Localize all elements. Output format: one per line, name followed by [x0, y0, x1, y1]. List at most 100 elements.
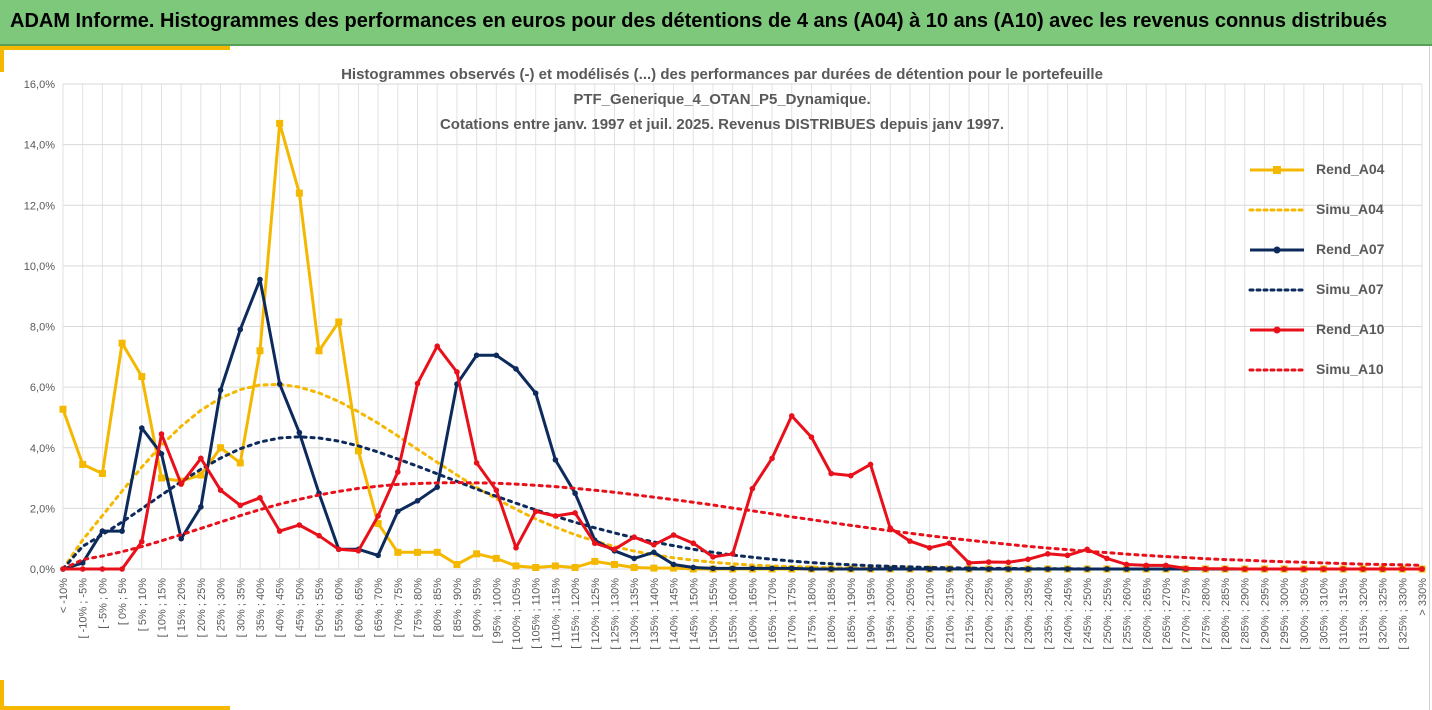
x-tick-label: [ 145% ; 150%: [688, 578, 700, 650]
data-point-rend-a10: [178, 481, 184, 487]
legend-item-rend-a04: Rend_A04: [1248, 160, 1398, 180]
x-tick-label: [ 165% ; 170%: [767, 578, 779, 650]
data-point-rend-a10: [591, 540, 598, 547]
data-point-rend-a04: [354, 447, 362, 455]
x-tick-label: [ 235% ; 240%: [1043, 578, 1055, 650]
x-tick-label: [ 15% ; 20%: [176, 578, 188, 638]
x-tick-label: [ 180% ; 185%: [826, 578, 838, 650]
x-tick-label: [ 40% ; 45%: [275, 578, 287, 638]
x-tick-label: < -10%: [58, 578, 70, 613]
data-point-rend-a04: [276, 119, 284, 127]
data-point-rend-a10: [276, 528, 283, 534]
data-point-rend-a07: [670, 561, 677, 568]
x-tick-label: [ 260% ; 265%: [1141, 578, 1153, 650]
x-tick-label: [ 30% ; 35%: [235, 578, 247, 638]
data-point-rend-a04: [571, 563, 579, 571]
data-point-rend-a10: [1241, 566, 1248, 572]
report-title: ADAM Informe. Histogrammes des performan…: [10, 10, 1388, 32]
x-tick-label: [ 245% ; 250%: [1082, 578, 1094, 650]
series-markers-rend-a10: [60, 343, 1425, 572]
frame-border-right: [1429, 46, 1430, 710]
data-point-rend-a10: [532, 508, 539, 515]
data-point-rend-a07: [651, 549, 657, 556]
data-point-rend-a04: [433, 548, 441, 556]
legend-swatch-simu-a10: [1248, 368, 1306, 372]
data-point-rend-a07: [769, 565, 775, 572]
data-point-rend-a07: [572, 490, 578, 497]
series-line-simu-a07: [61, 435, 1424, 571]
data-point-rend-a10: [513, 544, 519, 551]
y-tick-label: 2,0%: [30, 503, 55, 515]
data-point-rend-a04: [79, 460, 87, 468]
x-tick-label: [ 95% ; 100%: [491, 578, 503, 644]
x-tick-label: [ 35% ; 40%: [255, 578, 267, 638]
data-point-rend-a07: [119, 528, 125, 534]
data-point-rend-a10: [611, 546, 618, 553]
legend-swatch-simu-a04: [1248, 208, 1306, 212]
chart-title: Histogrammes observés (-) et modélisés (…: [272, 62, 1172, 137]
x-tick-label: [ 80% ; 85%: [432, 578, 444, 638]
x-tick-label: [ 85% ; 90%: [452, 578, 464, 638]
data-point-rend-a10: [1222, 565, 1228, 572]
data-point-rend-a10: [1281, 566, 1287, 572]
data-point-rend-a07: [828, 566, 834, 572]
x-tick-label: [ 55% ; 60%: [334, 578, 346, 638]
chart-title-line-1: Histogrammes observés (-) et modélisés (…: [341, 66, 1103, 83]
data-point-rend-a04: [315, 347, 323, 355]
data-point-rend-a04: [414, 548, 422, 556]
data-point-rend-a07: [414, 497, 421, 504]
gridlines: [62, 83, 1423, 570]
data-point-rend-a10: [119, 566, 125, 572]
x-tick-label: [ 25% ; 30%: [216, 578, 228, 638]
x-tick-label: [ 20% ; 25%: [196, 578, 208, 638]
x-tick-label: [ 135% ; 140%: [649, 578, 661, 650]
x-tick-label: [ 120% ; 125%: [590, 578, 602, 650]
data-point-rend-a04: [650, 564, 658, 572]
data-point-rend-a10: [828, 470, 834, 477]
data-point-rend-a10: [355, 548, 362, 554]
series-line-rend-a10: [63, 344, 1422, 571]
y-tick-label: 14,0%: [24, 140, 55, 152]
x-tick-label: [ 250% ; 255%: [1102, 578, 1114, 650]
data-point-rend-a07: [887, 566, 894, 572]
x-tick-label: [ 310% ; 315%: [1338, 578, 1350, 650]
data-point-rend-a07: [158, 451, 165, 457]
x-tick-label: [ 280% ; 285%: [1220, 578, 1232, 650]
legend-swatch-simu-a07: [1248, 288, 1306, 292]
series-line-rend-a04: [61, 121, 1422, 571]
x-tick-label: [ -10% ; -5%: [78, 578, 90, 639]
legend-label-simu-a10: Simu_A10: [1316, 361, 1384, 377]
data-point-rend-a10: [1320, 566, 1327, 572]
data-point-rend-a04: [295, 189, 303, 197]
data-point-rend-a10: [631, 534, 637, 540]
data-point-rend-a10: [1340, 566, 1347, 572]
data-point-rend-a04: [591, 557, 599, 565]
data-point-rend-a07: [296, 429, 303, 436]
data-point-rend-a10: [414, 380, 421, 387]
x-tick-label: [ 75% ; 80%: [413, 578, 425, 638]
data-point-rend-a07: [434, 484, 441, 490]
legend-swatch-rend-a10: [1250, 326, 1304, 334]
data-point-rend-a07: [710, 565, 716, 572]
data-point-rend-a10: [867, 461, 874, 468]
x-tick-label: [ 265% ; 270%: [1161, 578, 1173, 650]
x-tick-label: [ 45% ; 50%: [294, 578, 306, 638]
y-tick-label: 4,0%: [30, 443, 55, 455]
y-tick-label: 0,0%: [30, 564, 55, 576]
data-point-rend-a10: [158, 431, 165, 437]
data-point-rend-a07: [848, 566, 854, 572]
data-point-rend-a07: [178, 535, 184, 542]
data-point-rend-a04: [551, 562, 559, 570]
data-point-rend-a10: [1261, 566, 1268, 572]
legend-item-simu-a04: Simu_A04: [1248, 200, 1398, 220]
data-point-rend-a10: [848, 472, 854, 479]
data-point-rend-a10: [966, 560, 972, 566]
data-point-rend-a10: [1044, 551, 1051, 557]
x-tick-label: [ 60% ; 65%: [353, 578, 365, 638]
data-point-rend-a10: [473, 460, 480, 466]
data-point-rend-a10: [985, 559, 992, 565]
y-tick-label: 10,0%: [24, 261, 55, 273]
data-point-rend-a10: [198, 455, 204, 462]
data-point-rend-a04: [217, 444, 225, 452]
data-point-rend-a07: [217, 387, 224, 393]
